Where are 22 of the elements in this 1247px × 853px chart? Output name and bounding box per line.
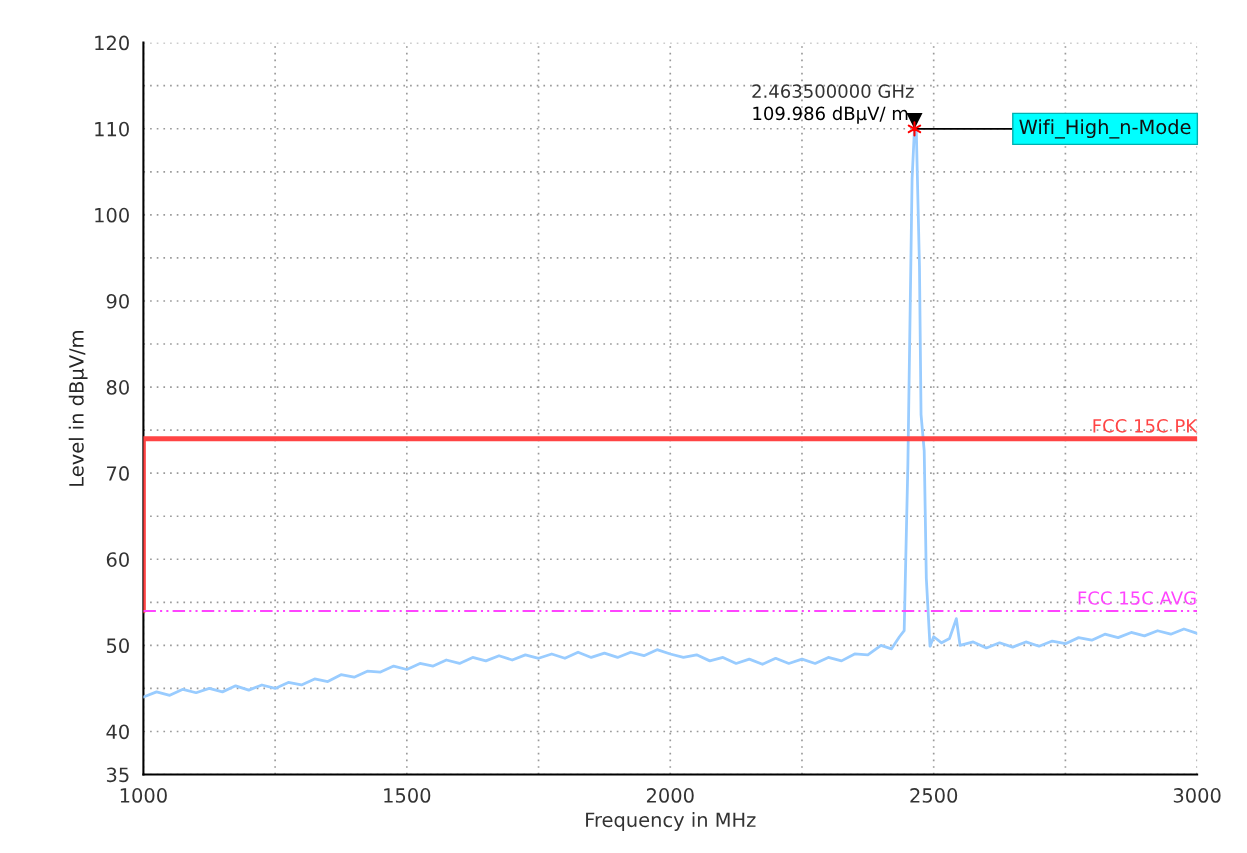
x-tick-label: 3000 (1173, 788, 1221, 803)
y-tick-label: 80 (106, 380, 129, 395)
x-tick-label: 2500 (910, 788, 958, 803)
y-tick-label: 120 (95, 35, 129, 51)
y-tick-label: 35 (106, 767, 129, 783)
y-tick-label: 90 (106, 293, 129, 309)
y-tick-label: 100 (95, 207, 129, 223)
y-axis-title: Level in dBµV/m (68, 331, 88, 486)
y-tick-label: 60 (106, 552, 129, 567)
annotation: 109.986 dBµV/ m (753, 106, 908, 124)
annotation: Wifi_High_n-Mode (1019, 119, 1191, 139)
y-tick-label: 40 (106, 724, 129, 740)
y-tick-label: 50 (106, 638, 129, 654)
annotation: 2.463500000 GHz (752, 84, 914, 98)
x-tick-label: 1500 (384, 788, 431, 803)
y-tick-label: 110 (95, 121, 129, 137)
x-axis-title: Frequency in MHz (586, 812, 756, 831)
series-label: FCC 15C AVG (1078, 591, 1196, 605)
x-tick-label: 1000 (120, 788, 167, 803)
y-tick-label: 70 (107, 466, 129, 481)
x-tick-label: 2000 (646, 788, 694, 803)
series-label: FCC 15C PK (1093, 418, 1198, 433)
